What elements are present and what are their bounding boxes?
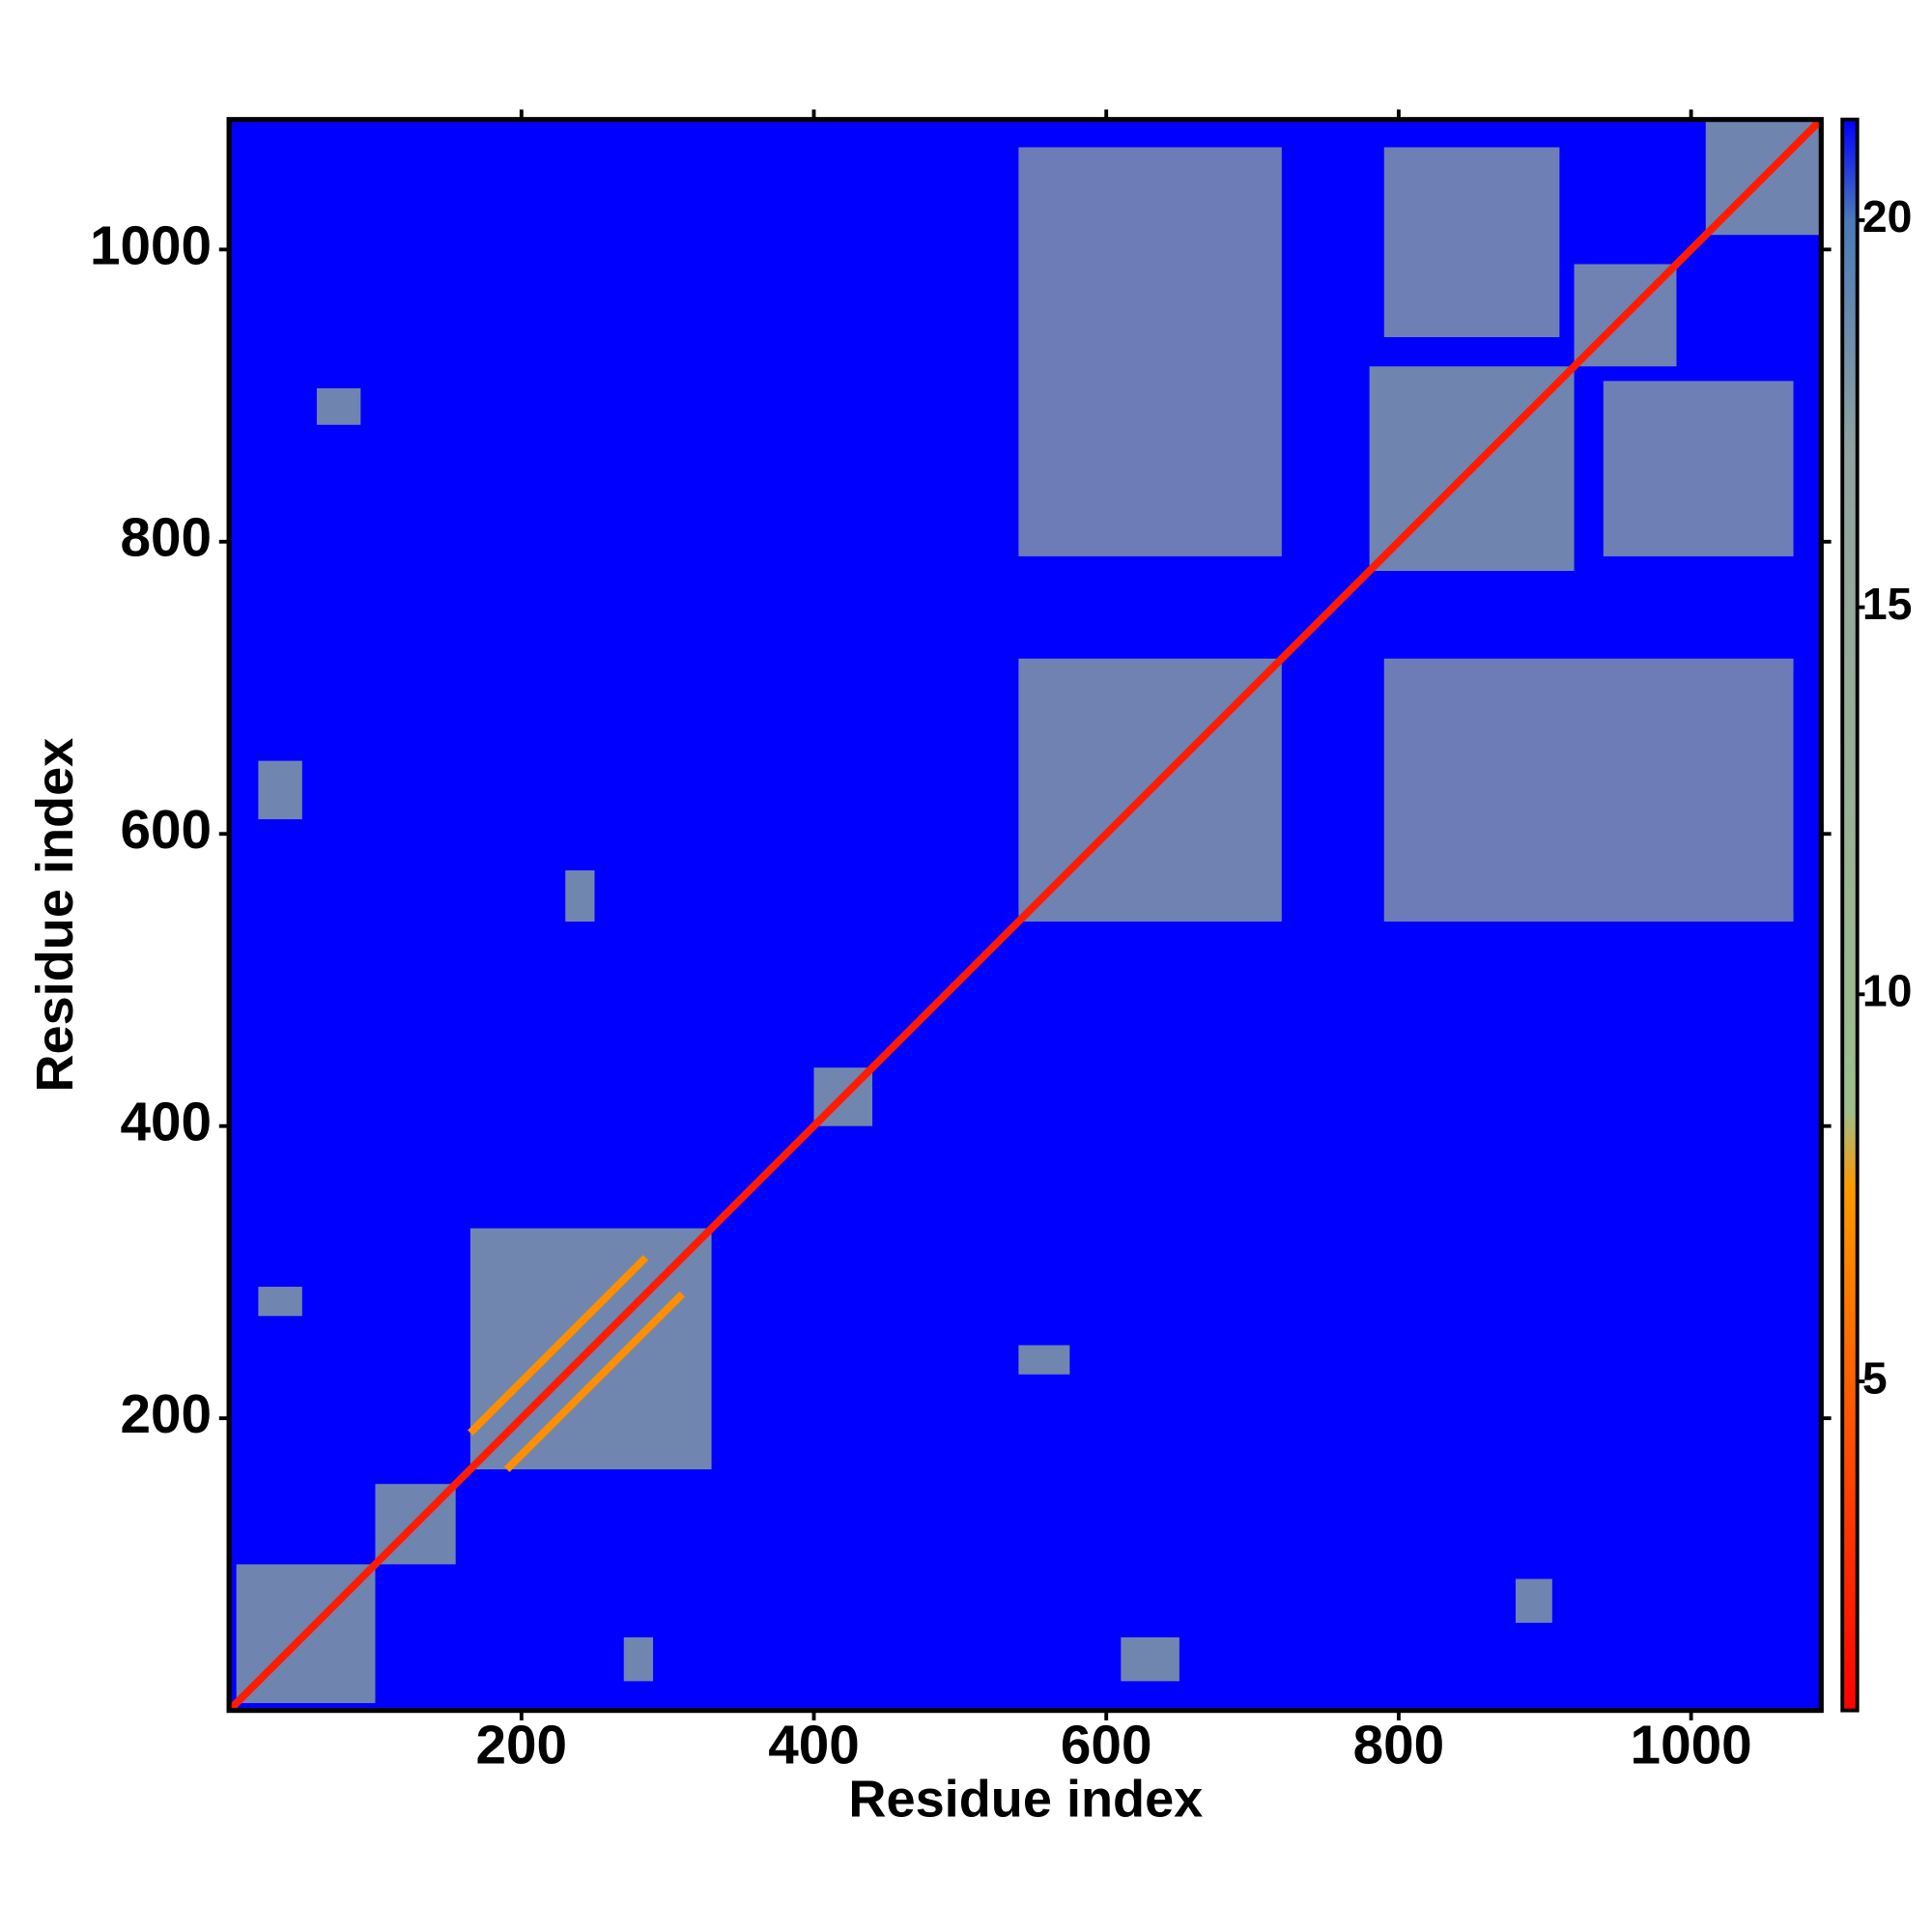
- contact-line: [468, 1255, 649, 1436]
- contact-region: [1603, 381, 1794, 556]
- y-axis-label: Residue index: [26, 738, 84, 1093]
- contact-region: [316, 387, 361, 425]
- x-tick-label: 200: [476, 1716, 568, 1776]
- colorbar-tick-label: 20: [1862, 191, 1913, 242]
- x-tick-label: 400: [768, 1716, 860, 1776]
- contact-region: [623, 1637, 654, 1682]
- contact-region: [1121, 1637, 1179, 1682]
- plot-frame: [226, 117, 1824, 1714]
- contact-line: [503, 1291, 686, 1472]
- y-tick-label: 800: [120, 508, 212, 569]
- y-tick-label: 200: [120, 1384, 212, 1445]
- contact-region: [1018, 147, 1282, 556]
- colorbar-tick-label: 15: [1862, 579, 1913, 629]
- contact-region: [1383, 658, 1794, 922]
- contact-region: [258, 1287, 302, 1317]
- y-tick-label: 400: [120, 1093, 212, 1153]
- colorbar: [1840, 117, 1860, 1713]
- colorbar-tick-label: 5: [1862, 1352, 1888, 1403]
- contact-region: [1018, 1345, 1070, 1375]
- contact-line: [227, 118, 1823, 1712]
- x-axis-label: Residue index: [848, 1770, 1203, 1828]
- colorbar-tick-label: 10: [1862, 966, 1913, 1016]
- contact-region: [1515, 1578, 1552, 1623]
- contact-region: [565, 870, 595, 922]
- y-tick-label: 600: [120, 800, 212, 861]
- contact-region: [1383, 147, 1560, 338]
- x-tick-label: 600: [1061, 1716, 1152, 1776]
- y-tick-label: 1000: [90, 215, 212, 276]
- x-tick-label: 1000: [1631, 1716, 1752, 1776]
- x-tick-label: 800: [1353, 1716, 1445, 1776]
- contact-region: [258, 760, 302, 820]
